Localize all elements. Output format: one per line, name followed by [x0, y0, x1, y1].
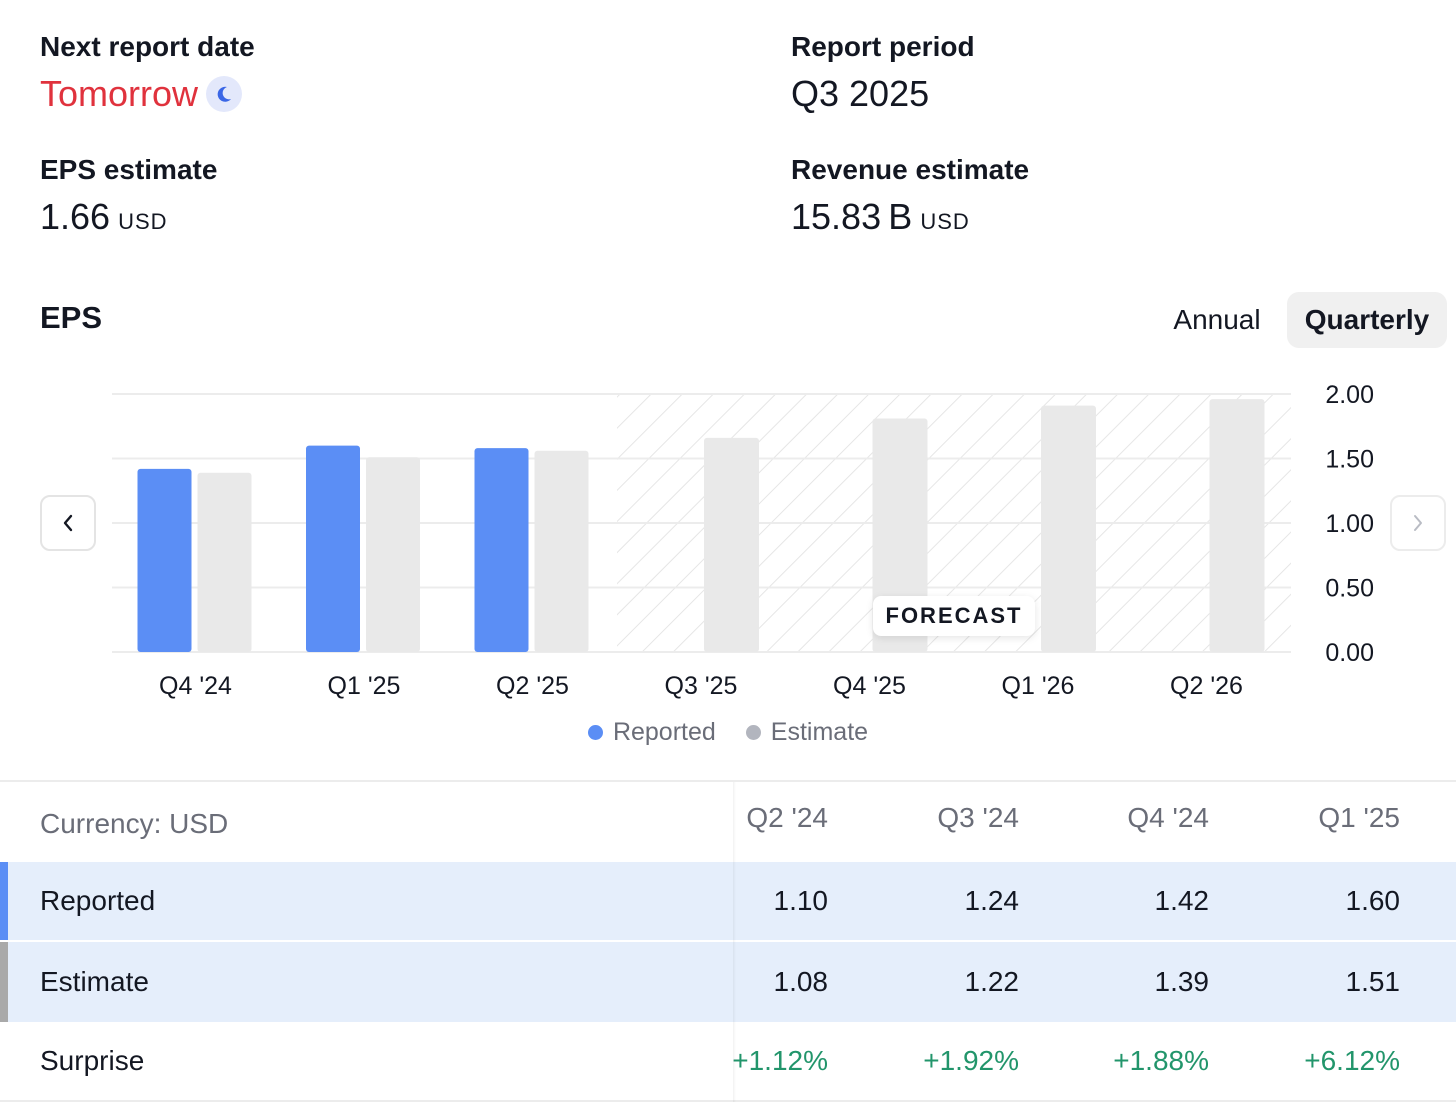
column-header: Q2 '24: [746, 802, 828, 833]
bar-estimate: [1209, 399, 1265, 652]
x-tick-label: Q4 '24: [159, 672, 232, 700]
eps-estimate-label: EPS estimate: [40, 154, 218, 185]
table-cell: 1.60: [1345, 885, 1401, 916]
revenue-estimate-unit: USD: [920, 209, 970, 234]
y-axis-labels: 2.00 1.50 1.00 0.50 0.00: [1325, 381, 1374, 667]
chart-next-button[interactable]: [1390, 495, 1446, 551]
eps-estimate-block: EPS estimate 1.66 USD: [40, 153, 217, 244]
chevron-right-icon: [1414, 515, 1422, 531]
chart-legend: Reported Estimate: [0, 718, 1456, 747]
table-header-row: Currency: USD Q2 '24 Q3 '24 Q4 '24 Q1 '2…: [0, 782, 1456, 862]
legend-item-reported: Reported: [587, 718, 716, 747]
bar-reported: [306, 445, 360, 652]
bar-reported: [137, 468, 192, 652]
legend-label-reported: Reported: [612, 718, 716, 746]
revenue-estimate-value: 15.83 B: [791, 196, 913, 237]
table-cell: 1.22: [964, 966, 1020, 997]
next-report-block: Next report date Tomorrow: [40, 30, 255, 116]
y-tick-label: 2.00: [1325, 381, 1374, 409]
table-row-reported[interactable]: Reported 1.10 1.24 1.42 1.60: [0, 862, 1456, 942]
x-tick-label: Q1 '26: [1002, 672, 1075, 700]
table-cell: +6.12%: [1304, 1045, 1400, 1076]
eps-section-title: EPS: [40, 300, 103, 335]
chart-bars: [137, 399, 1265, 652]
table-divider: [0, 780, 1456, 782]
revenue-estimate-label: Revenue estimate: [791, 154, 1030, 185]
y-tick-label: 1.50: [1325, 446, 1374, 474]
table-cell: 1.51: [1345, 966, 1401, 997]
forecast-tag: FORECAST: [873, 596, 1035, 636]
table-cell: +1.12%: [732, 1045, 828, 1076]
eps-table: Currency: USD Q2 '24 Q3 '24 Q4 '24 Q1 '2…: [0, 782, 1456, 1102]
eps-estimate-value: 1.66: [40, 196, 111, 237]
eps-chart: Q4 '24 Q1 '25 Q2 '25 Q3 '25 Q4 '25 Q1 '26 Q2 '…: [112, 381, 1374, 700]
row-accent-estimate: [0, 942, 8, 1022]
legend-item-estimate: Estimate: [745, 718, 869, 747]
revenue-estimate-block: Revenue estimate 15.83 B USD: [791, 153, 1029, 244]
table-cell: +1.92%: [923, 1045, 1019, 1076]
table-row-surprise[interactable]: Surprise +1.12% +1.92% +1.88% +6.12%: [0, 1022, 1456, 1102]
table-row-estimate[interactable]: Estimate 1.08 1.22 1.39 1.51: [0, 942, 1456, 1022]
moon-icon: [206, 76, 243, 112]
bar-estimate: [197, 472, 252, 652]
report-period-block: Report period Q3 2025: [791, 30, 975, 116]
annual-toggle[interactable]: Annual: [1173, 304, 1261, 335]
row-label: Reported: [40, 885, 156, 916]
bar-estimate: [872, 418, 928, 652]
table-cell: 1.10: [773, 885, 829, 916]
eps-estimate-unit: USD: [118, 209, 168, 234]
next-report-value: Tomorrow: [40, 73, 199, 114]
bar-estimate: [534, 450, 589, 652]
legend-dot-estimate: [745, 725, 761, 740]
x-tick-label: Q4 '25: [833, 672, 906, 700]
x-tick-label: Q2 '26: [1170, 672, 1243, 700]
report-period-label: Report period: [791, 31, 975, 62]
row-label: Estimate: [40, 966, 149, 997]
row-label: Surprise: [40, 1045, 145, 1076]
bar-estimate: [704, 437, 759, 652]
bar-estimate: [1041, 405, 1096, 652]
x-tick-label: Q1 '25: [328, 672, 401, 700]
x-tick-label: Q2 '25: [496, 672, 569, 700]
column-header: Q4 '24: [1127, 802, 1209, 833]
report-period-value: Q3 2025: [791, 73, 930, 114]
currency-label: Currency: USD: [40, 808, 229, 839]
column-header: Q3 '24: [937, 802, 1019, 833]
table-cell: 1.24: [964, 885, 1020, 916]
table-cell: 1.08: [773, 966, 829, 997]
x-tick-label: Q3 '25: [665, 672, 738, 700]
table-cell: 1.42: [1154, 885, 1210, 916]
bar-estimate: [366, 457, 420, 652]
next-report-label: Next report date: [40, 31, 255, 62]
table-cell: +1.88%: [1113, 1045, 1209, 1076]
table-cell: 1.39: [1154, 966, 1210, 997]
row-accent-reported: [0, 862, 8, 940]
y-tick-label: 1.00: [1325, 510, 1374, 538]
x-axis-labels: Q4 '24 Q1 '25 Q2 '25 Q3 '25 Q4 '25 Q1 '26 Q2 '…: [159, 672, 1243, 700]
legend-dot-reported: [587, 725, 603, 740]
frozen-column-shadow: [733, 782, 736, 1102]
column-header: Q1 '25: [1318, 802, 1400, 833]
bar-reported: [474, 448, 529, 652]
chart-prev-button[interactable]: [40, 495, 96, 551]
y-tick-label: 0.50: [1325, 575, 1374, 603]
y-tick-label: 0.00: [1325, 639, 1374, 667]
quarterly-toggle[interactable]: Quarterly: [1287, 292, 1447, 348]
chevron-left-icon: [63, 514, 73, 532]
legend-label-estimate: Estimate: [770, 718, 869, 746]
